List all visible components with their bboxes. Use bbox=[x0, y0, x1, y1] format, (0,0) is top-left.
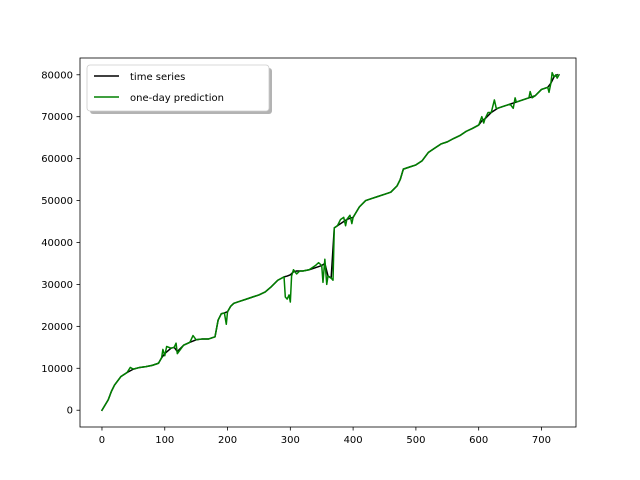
axes-frame bbox=[79, 57, 577, 428]
x-tick-label: 0 bbox=[99, 435, 105, 446]
y-tick-label: 80000 bbox=[41, 70, 73, 81]
x-tick-label: 200 bbox=[218, 435, 237, 446]
x-axis: 0 100 200 300 400 500 600 700 bbox=[99, 427, 551, 446]
x-tick-label: 600 bbox=[469, 435, 488, 446]
y-tick-label: 40000 bbox=[41, 238, 73, 249]
x-tick-label: 100 bbox=[155, 435, 174, 446]
legend-box bbox=[86, 64, 270, 112]
series-line-1 bbox=[100, 71, 561, 412]
x-tick-label: 400 bbox=[344, 435, 363, 446]
axes-background bbox=[80, 58, 576, 427]
legend: time series one-day prediction bbox=[86, 64, 272, 114]
legend-label-1: one-day prediction bbox=[130, 93, 224, 104]
legend-label-0: time series bbox=[130, 72, 185, 83]
y-tick-label: 70000 bbox=[41, 112, 73, 123]
y-tick-label: 20000 bbox=[41, 322, 73, 333]
series-layer bbox=[100, 71, 561, 412]
plot-area bbox=[80, 58, 576, 427]
x-tick-label: 300 bbox=[281, 435, 300, 446]
y-tick-label: 50000 bbox=[41, 196, 73, 207]
y-tick-label: 10000 bbox=[41, 364, 73, 375]
x-tick-label: 700 bbox=[532, 435, 551, 446]
y-tick-label: 0 bbox=[67, 406, 73, 417]
x-tick-label: 500 bbox=[406, 435, 425, 446]
y-axis: 0 10000 20000 30000 40000 50000 60000 70000 8000… bbox=[41, 70, 80, 417]
y-tick-label: 60000 bbox=[41, 154, 73, 165]
y-tick-label: 30000 bbox=[41, 280, 73, 291]
